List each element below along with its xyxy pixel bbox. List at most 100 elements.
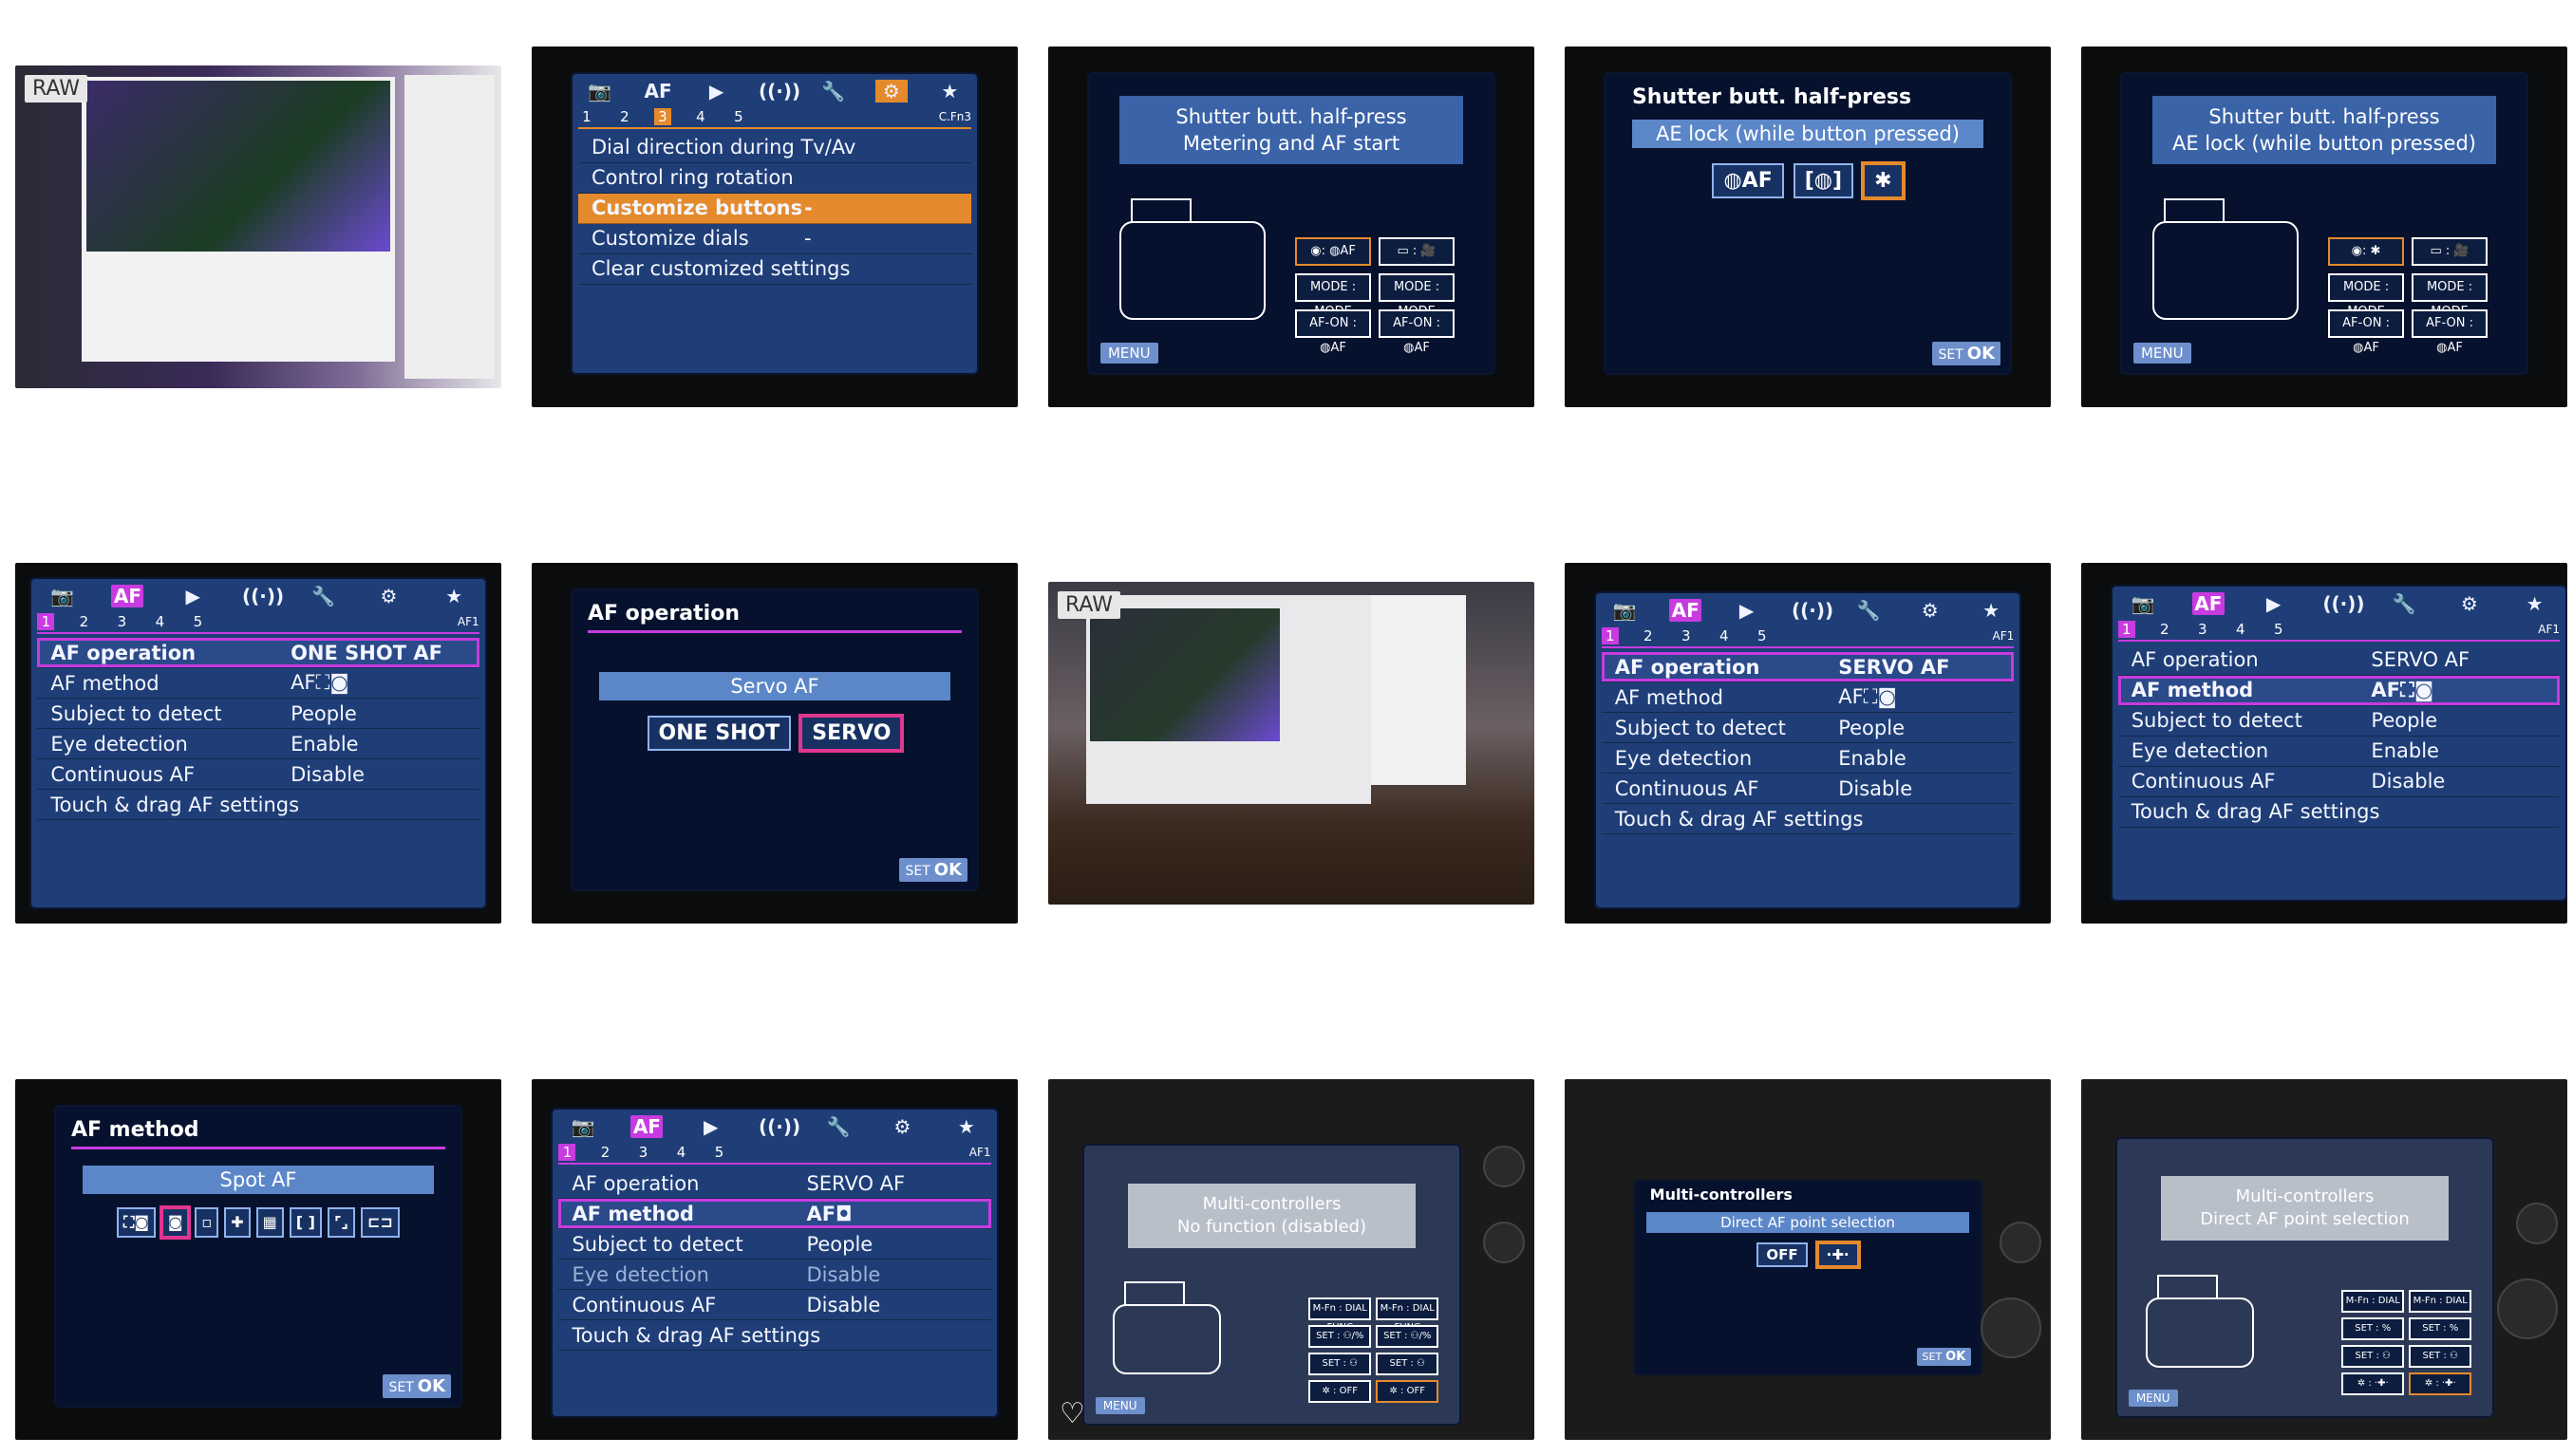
grid-cell[interactable]: SET : % (2409, 1317, 2472, 1341)
tab-wireless-icon[interactable]: ((·)) (758, 1115, 801, 1139)
menu-row[interactable]: AF operation SERVO AF (558, 1168, 991, 1200)
tab-setup-icon[interactable]: 🔧 (2392, 591, 2416, 615)
subtab-3[interactable]: 3 (2197, 620, 2207, 638)
menu-button[interactable]: MENU (1095, 1396, 1145, 1414)
menu-row[interactable]: Dial direction during Tv/Av (577, 133, 972, 163)
subtab-2[interactable]: 2 (620, 107, 629, 125)
subtab-1[interactable]: 1 (37, 613, 55, 631)
thumbnail-af-menu-servo[interactable]: 📷 AF ▶ ((·)) 🔧 ⚙ ★ 1 2 3 4 5 AF1 AF oper… (1565, 563, 2051, 924)
tab-wireless-icon[interactable]: ((·)) (2322, 591, 2365, 615)
tab-af[interactable]: AF (111, 585, 144, 608)
tab-shooting-icon[interactable]: 📷 (571, 1115, 595, 1139)
menu-row[interactable]: Subject to detect People (2117, 706, 2560, 737)
grid-cell[interactable]: ✲ : OFF (1376, 1380, 1439, 1404)
option-1-point[interactable]: ▫ (195, 1206, 219, 1238)
option-expand[interactable]: ✚ (224, 1206, 251, 1238)
zoom-button[interactable] (1483, 1146, 1525, 1187)
subtab-3[interactable]: 3 (653, 107, 671, 125)
tab-shooting-icon[interactable]: 📷 (588, 79, 612, 103)
option-zone[interactable]: [ ] (289, 1206, 322, 1238)
menu-row-selected[interactable]: AF operation ONE SHOT AF (37, 638, 479, 669)
tab-shooting-icon[interactable]: 📷 (1612, 599, 1637, 623)
grid-cell[interactable]: ✲ : ·✚· (2341, 1372, 2405, 1396)
menu-row-disabled[interactable]: Eye detection Disable (558, 1260, 991, 1291)
grid-cell[interactable]: SET : ⚇ (1376, 1353, 1439, 1376)
subtab-1[interactable]: 1 (558, 1144, 576, 1162)
option-face-tracking[interactable]: ⛶◙ (117, 1206, 156, 1238)
menu-row[interactable]: Control ring rotation (577, 163, 972, 194)
grid-cell[interactable]: ✲ : ·✚· (2409, 1372, 2472, 1396)
thumbnail-custom-fn-menu[interactable]: 📷 AF ▶ ((·)) 🔧 ⚙ ★ 1 2 3 4 5 C.Fn3 Dial … (532, 47, 1018, 407)
tab-mymenu-icon[interactable]: ★ (1982, 599, 2000, 623)
menu-row[interactable]: Touch & drag AF settings (37, 790, 479, 821)
subtab-3[interactable]: 3 (638, 1144, 648, 1162)
subtab-3[interactable]: 3 (1681, 627, 1691, 645)
subtab-1[interactable]: 1 (1601, 627, 1619, 645)
grid-cell[interactable]: SET : ⚇ (2409, 1345, 2472, 1369)
tab-playback-icon[interactable]: ▶ (703, 1115, 719, 1139)
subtab-4[interactable]: 4 (2235, 620, 2245, 638)
grid-cell[interactable]: MODE : MODE (1295, 273, 1372, 319)
grid-cell[interactable]: SET : ⚇/% (1376, 1325, 1439, 1349)
grid-cell[interactable]: M-Fn : DIAL (2409, 1290, 2472, 1314)
tab-custom-icon[interactable]: ⚙ (1921, 599, 1939, 623)
subtab-2[interactable]: 2 (1643, 627, 1653, 645)
menu-row[interactable]: Eye detection Enable (37, 729, 479, 760)
set-dial[interactable] (1981, 1297, 2041, 1358)
tab-mymenu-icon[interactable]: ★ (957, 1115, 975, 1139)
info-button[interactable] (1483, 1222, 1525, 1263)
option-off[interactable]: OFF (1756, 1242, 1808, 1268)
grid-cell[interactable]: MODE : MODE (1379, 273, 1456, 319)
menu-button[interactable]: MENU (2132, 342, 2191, 364)
tab-mymenu-icon[interactable]: ★ (941, 79, 959, 103)
grid-cell[interactable]: ◉: ✱ (2328, 237, 2405, 267)
tab-shooting-icon[interactable]: 📷 (2131, 591, 2155, 615)
grid-cell[interactable]: AF-ON : ◍AF (2328, 309, 2405, 355)
grid-cell[interactable]: ◉: ◍AF (1295, 237, 1372, 267)
menu-row-selected[interactable]: Customize buttons - (577, 193, 972, 224)
tab-custom-icon[interactable]: ⚙ (874, 79, 908, 103)
subtab-4[interactable]: 4 (155, 613, 165, 631)
subtab-4[interactable]: 4 (696, 107, 705, 125)
tab-shooting-icon[interactable]: 📷 (50, 585, 75, 608)
thumbnail-multi-controller-off[interactable]: Multi-controllers No function (disabled) … (1048, 1079, 1534, 1440)
grid-cell[interactable]: AF-ON : ◍AF (1295, 309, 1372, 355)
tab-mymenu-icon[interactable]: ★ (2526, 591, 2544, 615)
thumbnail-photo-desk[interactable]: RAW (1048, 582, 1534, 905)
tab-setup-icon[interactable]: 🔧 (311, 585, 336, 608)
menu-row-selected[interactable]: AF method AF◘ (558, 1199, 991, 1230)
thumbnail-multi-controller-select[interactable]: Multi-controllers Direct AF point select… (1565, 1079, 2051, 1440)
option-direct-af[interactable]: ·✚· (1816, 1242, 1859, 1268)
subtab-1[interactable]: 1 (2117, 620, 2135, 638)
grid-cell[interactable]: SET : ⚇ (1308, 1353, 1372, 1376)
grid-cell[interactable]: SET : ⚇/% (1308, 1325, 1372, 1349)
grid-cell[interactable]: ✲ : OFF (1308, 1380, 1372, 1404)
grid-cell[interactable]: SET : % (2341, 1317, 2405, 1341)
set-ok-button[interactable]: SET OK (1932, 341, 2001, 365)
menu-row[interactable]: Continuous AF Disable (2117, 767, 2560, 797)
tab-wireless-icon[interactable]: ((·)) (1791, 599, 1834, 623)
thumbnail-af-menu-method[interactable]: 📷 AF ▶ ((·)) 🔧 ⚙ ★ 1 2 3 4 5 AF1 AF oper… (2081, 563, 2567, 924)
tab-custom-icon[interactable]: ⚙ (380, 585, 398, 608)
menu-row[interactable]: Continuous AF Disable (1601, 774, 2015, 805)
info-button[interactable] (2516, 1203, 2558, 1244)
grid-cell[interactable]: AF-ON : ◍AF (2412, 309, 2488, 355)
tab-wireless-icon[interactable]: ((·)) (758, 79, 801, 103)
thumbnail-photo-monitor[interactable]: RAW (15, 65, 501, 388)
grid-cell[interactable]: SET : ⚇ (2341, 1345, 2405, 1369)
grid-cell[interactable]: ▭ : 🎥 (2412, 237, 2488, 267)
menu-row[interactable]: Touch & drag AF settings (2117, 797, 2560, 828)
tab-custom-icon[interactable]: ⚙ (2460, 591, 2478, 615)
tab-af[interactable]: AF (1669, 599, 1702, 623)
thumbnail-af-method-select[interactable]: AF method Spot AF ⛶◙ ◙ ▫ ✚ ▦ [ ] ⌜⌟ ⊏⊐ S… (15, 1079, 501, 1440)
menu-row[interactable]: Subject to detect People (1601, 713, 2015, 744)
menu-row[interactable]: Eye detection Enable (1601, 743, 2015, 775)
menu-row[interactable]: Eye detection Enable (2117, 737, 2560, 767)
option-large-zone-h[interactable]: ⊏⊐ (361, 1206, 400, 1238)
grid-cell[interactable]: M-Fn : DIAL FUNC (1308, 1297, 1372, 1333)
menu-row[interactable]: Clear customized settings (577, 254, 972, 285)
subtab-5[interactable]: 5 (193, 613, 203, 631)
tab-playback-icon[interactable]: ▶ (708, 79, 724, 103)
menu-row[interactable]: Continuous AF Disable (558, 1290, 991, 1321)
subtab-2[interactable]: 2 (600, 1144, 610, 1162)
